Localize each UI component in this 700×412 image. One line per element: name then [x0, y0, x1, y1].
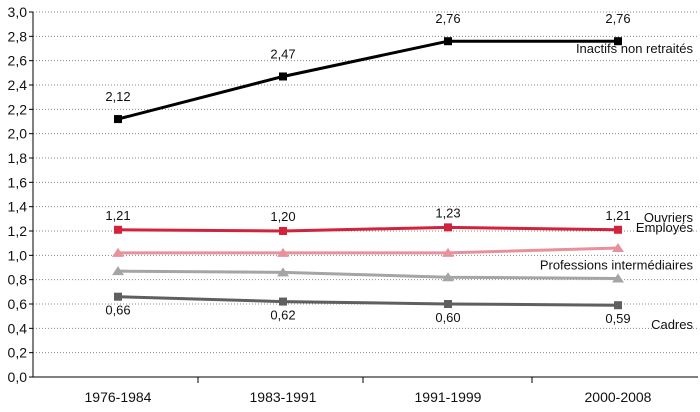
- data-point: [277, 247, 289, 257]
- labels-group: 2,12 2,47 2,76 2,76 Inactifs non retraités 1,…: [105, 11, 693, 332]
- data-point: [114, 292, 122, 301]
- data-label: 0,62: [270, 308, 295, 323]
- y-tick-label: 1,4: [8, 199, 28, 215]
- y-tick-label: 1,8: [8, 150, 28, 166]
- y-tick-label: 2,6: [8, 53, 28, 69]
- y-tick-label: 1,0: [8, 247, 28, 263]
- data-point: [444, 300, 452, 308]
- data-label: 2,47: [270, 46, 295, 61]
- data-label: 1,21: [105, 208, 130, 223]
- series-line: [117, 39, 618, 121]
- data-point: [114, 115, 122, 124]
- y-tick-label: 0,2: [8, 345, 28, 361]
- y-tick-label: 0,6: [8, 296, 28, 312]
- series-group: [112, 37, 624, 310]
- data-point: [612, 273, 624, 283]
- series-label: Ouvriers: [644, 210, 694, 225]
- data-label: 0,59: [605, 311, 630, 326]
- data-label: 0,60: [435, 310, 460, 325]
- data-point: [614, 225, 622, 234]
- series-line: [118, 246, 619, 255]
- data-point: [279, 227, 287, 235]
- data-point: [112, 247, 124, 257]
- data-label: 0,66: [105, 303, 130, 318]
- x-tick-label: 2000-2008: [585, 389, 652, 405]
- data-label: 1,21: [605, 208, 630, 223]
- y-tick-label: 2,0: [8, 126, 28, 142]
- data-label: 1,20: [270, 209, 295, 224]
- data-point: [112, 266, 124, 276]
- y-tick-label: 3,0: [8, 4, 28, 20]
- data-point: [114, 225, 122, 234]
- y-tick-label: 1,2: [8, 223, 28, 239]
- series-label: Cadres: [651, 317, 693, 332]
- y-tick-label: 0,0: [8, 369, 28, 385]
- data-label: 2,76: [435, 11, 460, 26]
- x-tick-label: 1991-1999: [415, 389, 482, 405]
- data-point: [442, 272, 454, 282]
- x-tick-label: 1983-1991: [250, 389, 317, 405]
- y-tick-label: 2,4: [8, 77, 28, 93]
- series-label: Professions intermédiaires: [540, 257, 694, 272]
- y-tick-label: 0,8: [8, 272, 28, 288]
- y-tick-label: 0,4: [8, 320, 28, 336]
- series-line: [117, 269, 619, 280]
- data-point: [614, 37, 622, 46]
- data-point: [444, 223, 452, 232]
- data-point: [442, 247, 454, 257]
- data-point: [279, 297, 287, 306]
- data-point: [444, 37, 452, 46]
- axes: 0,0 0,2 0,4 0,6 0,8 1,0 1,2 1,4 1,6 1,8 2,0 2,2 2,4 2…: [8, 4, 698, 405]
- series-label: Employés: [636, 220, 694, 235]
- y-tick-label: 1,6: [8, 174, 28, 190]
- y-tick-label: 2,2: [8, 101, 28, 117]
- data-point: [614, 301, 622, 310]
- series-line: [117, 225, 619, 233]
- data-point: [612, 243, 624, 253]
- data-point: [277, 267, 289, 277]
- series-label: Inactifs non retraités: [576, 41, 694, 56]
- data-label: 2,76: [605, 11, 630, 26]
- y-tick-label: 2,8: [8, 28, 28, 44]
- data-label: 1,23: [435, 205, 460, 220]
- series-line: [117, 295, 619, 307]
- x-tick-label: 1976-1984: [85, 389, 152, 405]
- data-point: [279, 72, 287, 81]
- data-label: 2,12: [105, 89, 130, 104]
